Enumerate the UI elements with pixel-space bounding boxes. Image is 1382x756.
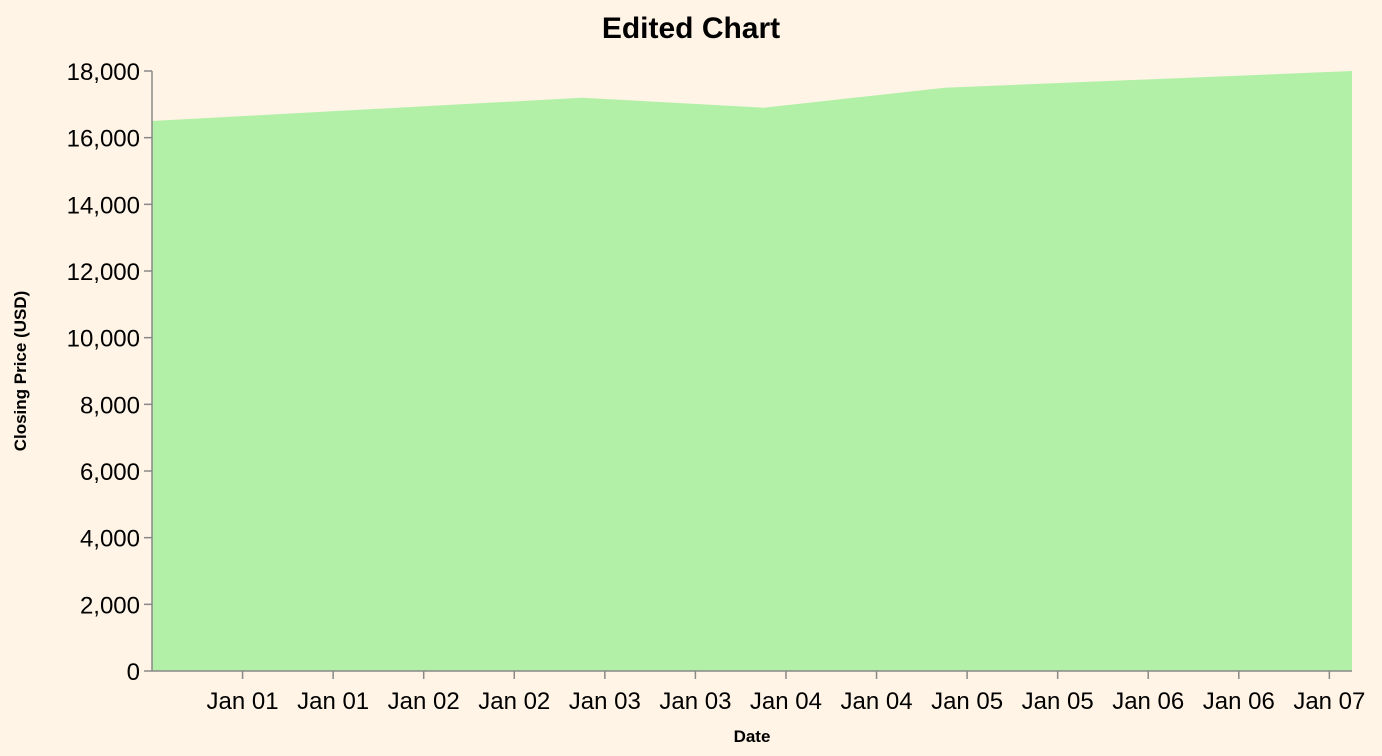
x-tick-label: Jan 06 xyxy=(1203,688,1275,715)
y-tick-label: 4,000 xyxy=(80,526,140,553)
x-tick-label: Jan 02 xyxy=(478,688,550,715)
y-tick-label: 12,000 xyxy=(67,259,140,286)
y-axis: 0 2,000 4,000 6,000 8,000 10,000 12,000 14,000 1… xyxy=(67,59,153,686)
x-tick-label: Jan 03 xyxy=(659,688,731,715)
y-tick-label: 0 xyxy=(127,659,140,686)
x-tick-label: Jan 03 xyxy=(569,688,641,715)
x-tick-label: Jan 01 xyxy=(297,688,369,715)
x-tick-label: Jan 04 xyxy=(750,688,822,715)
y-tick-label: 16,000 xyxy=(67,126,140,153)
area-series xyxy=(152,71,1352,671)
x-axis-title: Date xyxy=(734,727,771,746)
x-tick-label: Jan 04 xyxy=(840,688,912,715)
y-axis-title: Closing Price (USD) xyxy=(11,291,30,452)
y-tick-label: 14,000 xyxy=(67,192,140,219)
x-axis: Jan 01 Jan 01 Jan 02 Jan 02 Jan 03 Jan 03 Jan … xyxy=(152,670,1365,715)
x-tick-label: Jan 05 xyxy=(931,688,1003,715)
y-tick-label: 10,000 xyxy=(67,326,140,353)
x-tick-label: Jan 07 xyxy=(1293,688,1365,715)
y-tick-label: 2,000 xyxy=(80,592,140,619)
y-tick-label: 8,000 xyxy=(80,392,140,419)
chart-title: Edited Chart xyxy=(602,12,780,45)
x-tick-label: Jan 02 xyxy=(388,688,460,715)
x-tick-label: Jan 01 xyxy=(207,688,279,715)
y-tick-label: 18,000 xyxy=(67,59,140,86)
plot-area xyxy=(152,71,1352,671)
y-tick-label: 6,000 xyxy=(80,459,140,486)
x-tick-label: Jan 05 xyxy=(1022,688,1094,715)
x-tick-label: Jan 06 xyxy=(1112,688,1184,715)
